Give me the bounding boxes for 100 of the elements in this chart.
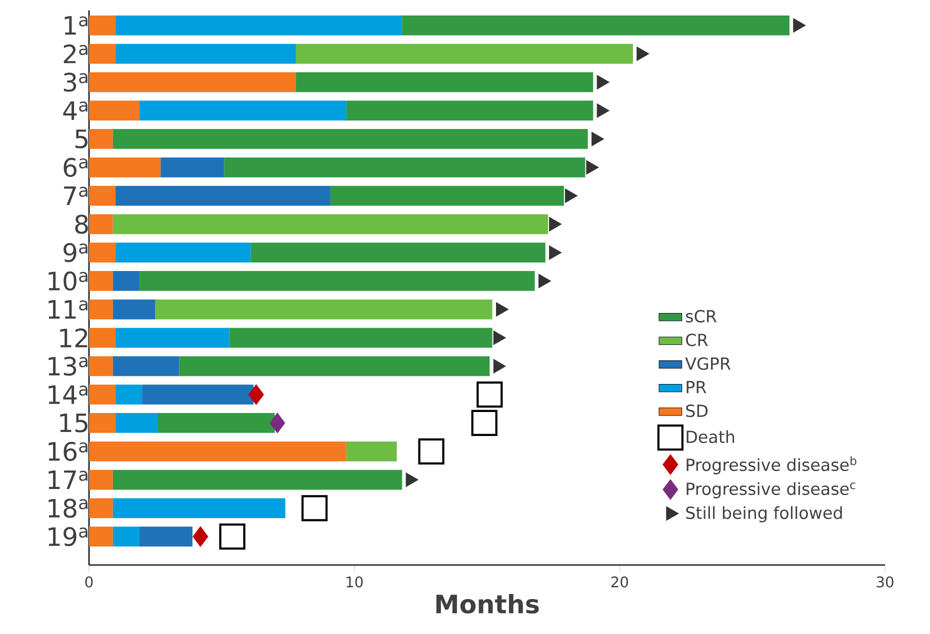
bar xyxy=(89,44,116,64)
point xyxy=(248,384,264,405)
legend-label: PR xyxy=(686,381,706,394)
bar xyxy=(89,100,140,121)
bar xyxy=(116,186,330,206)
point xyxy=(564,188,578,203)
x-axis-title: Months xyxy=(436,594,539,614)
point xyxy=(219,524,246,550)
y-tick-label: 18$^{a}$ xyxy=(48,498,88,518)
point xyxy=(496,302,509,317)
bar xyxy=(116,15,402,36)
bar xyxy=(89,470,113,490)
bar xyxy=(296,44,633,64)
bar xyxy=(112,470,402,490)
point xyxy=(549,216,562,232)
y-tick-label: 16$^{a}$ xyxy=(48,442,88,461)
bar xyxy=(296,72,594,92)
bar xyxy=(89,356,113,376)
point xyxy=(538,274,551,288)
y-tick-label: 14$^{a}$ xyxy=(48,385,88,404)
bar xyxy=(402,15,790,36)
point xyxy=(596,103,610,118)
point xyxy=(406,472,418,487)
point xyxy=(596,74,610,90)
bar xyxy=(224,157,586,178)
y-tick-label: 15 xyxy=(60,414,88,432)
bar xyxy=(250,242,546,263)
y-tick-label: 11$^{a}$ xyxy=(48,300,88,319)
point xyxy=(592,132,604,146)
point xyxy=(636,46,650,61)
bar xyxy=(89,441,346,462)
y-tick-label: 6$^{a}$ xyxy=(64,158,88,177)
point xyxy=(493,358,506,374)
bar xyxy=(112,271,140,291)
y-tick-label: 8 xyxy=(75,214,88,234)
bar xyxy=(116,242,251,263)
point xyxy=(793,18,806,33)
legend-label: SD xyxy=(686,404,708,418)
y-tick-label: 12 xyxy=(60,328,88,348)
legend-label: Progressive disease$^{b}$ xyxy=(686,456,856,474)
bar xyxy=(89,271,113,291)
bar xyxy=(179,356,490,376)
y-tick-label: 3$^{a}$ xyxy=(64,72,88,92)
x-tick-label: 30 xyxy=(876,576,894,588)
x-tick-label: 0 xyxy=(85,576,93,588)
y-tick-label: 5 xyxy=(75,130,88,148)
y-tick-label: 9$^{a}$ xyxy=(64,243,88,262)
bar xyxy=(89,129,113,149)
bar xyxy=(112,299,156,320)
point xyxy=(471,410,498,436)
bar xyxy=(139,271,535,291)
bar xyxy=(142,384,254,405)
x-tick-label: 20 xyxy=(611,576,628,588)
bar xyxy=(112,498,286,518)
bar xyxy=(89,299,113,320)
y-tick-label: 19$^{a}$ xyxy=(48,527,88,546)
legend-label: Progressive disease$^{c}$ xyxy=(686,482,856,498)
legend-label: sCR xyxy=(686,310,717,322)
bar xyxy=(112,356,180,376)
legend-label: CR xyxy=(686,334,708,346)
y-tick-label: 1$^{a}$ xyxy=(64,16,88,35)
bar xyxy=(160,157,224,178)
y-tick-label: 10$^{a}$ xyxy=(48,271,88,291)
bar xyxy=(89,328,116,348)
y-tick-label: 13$^{a}$ xyxy=(48,356,88,376)
bar xyxy=(89,186,116,206)
y-tick-label: 7$^{a}$ xyxy=(64,186,88,206)
x-tick-label: 10 xyxy=(346,576,363,588)
bar xyxy=(89,242,116,263)
point xyxy=(549,245,562,260)
point xyxy=(493,330,506,345)
bar xyxy=(89,526,113,547)
point xyxy=(270,412,286,434)
bar xyxy=(89,157,161,178)
bar xyxy=(112,214,548,234)
point xyxy=(301,495,328,522)
bar xyxy=(89,413,116,433)
point xyxy=(586,160,599,175)
legend-label: VGPR xyxy=(685,357,731,370)
bar xyxy=(158,413,275,433)
bar xyxy=(89,498,113,518)
bar xyxy=(116,328,230,348)
bar xyxy=(89,384,116,405)
point xyxy=(476,382,503,408)
bar xyxy=(89,214,113,234)
bar xyxy=(116,44,296,64)
bar xyxy=(89,72,296,92)
bar xyxy=(116,413,158,433)
bar xyxy=(89,15,116,36)
y-tick-label: 2$^{a}$ xyxy=(64,44,88,64)
bar xyxy=(112,526,140,547)
bar xyxy=(112,129,588,149)
y-tick-label: 17$^{a}$ xyxy=(48,470,88,490)
bar xyxy=(346,100,594,121)
bar xyxy=(230,328,492,348)
y-tick-label: 4$^{a}$ xyxy=(63,101,88,120)
bar xyxy=(139,100,346,121)
bar xyxy=(346,441,397,462)
bar xyxy=(155,299,492,320)
point xyxy=(418,438,444,464)
